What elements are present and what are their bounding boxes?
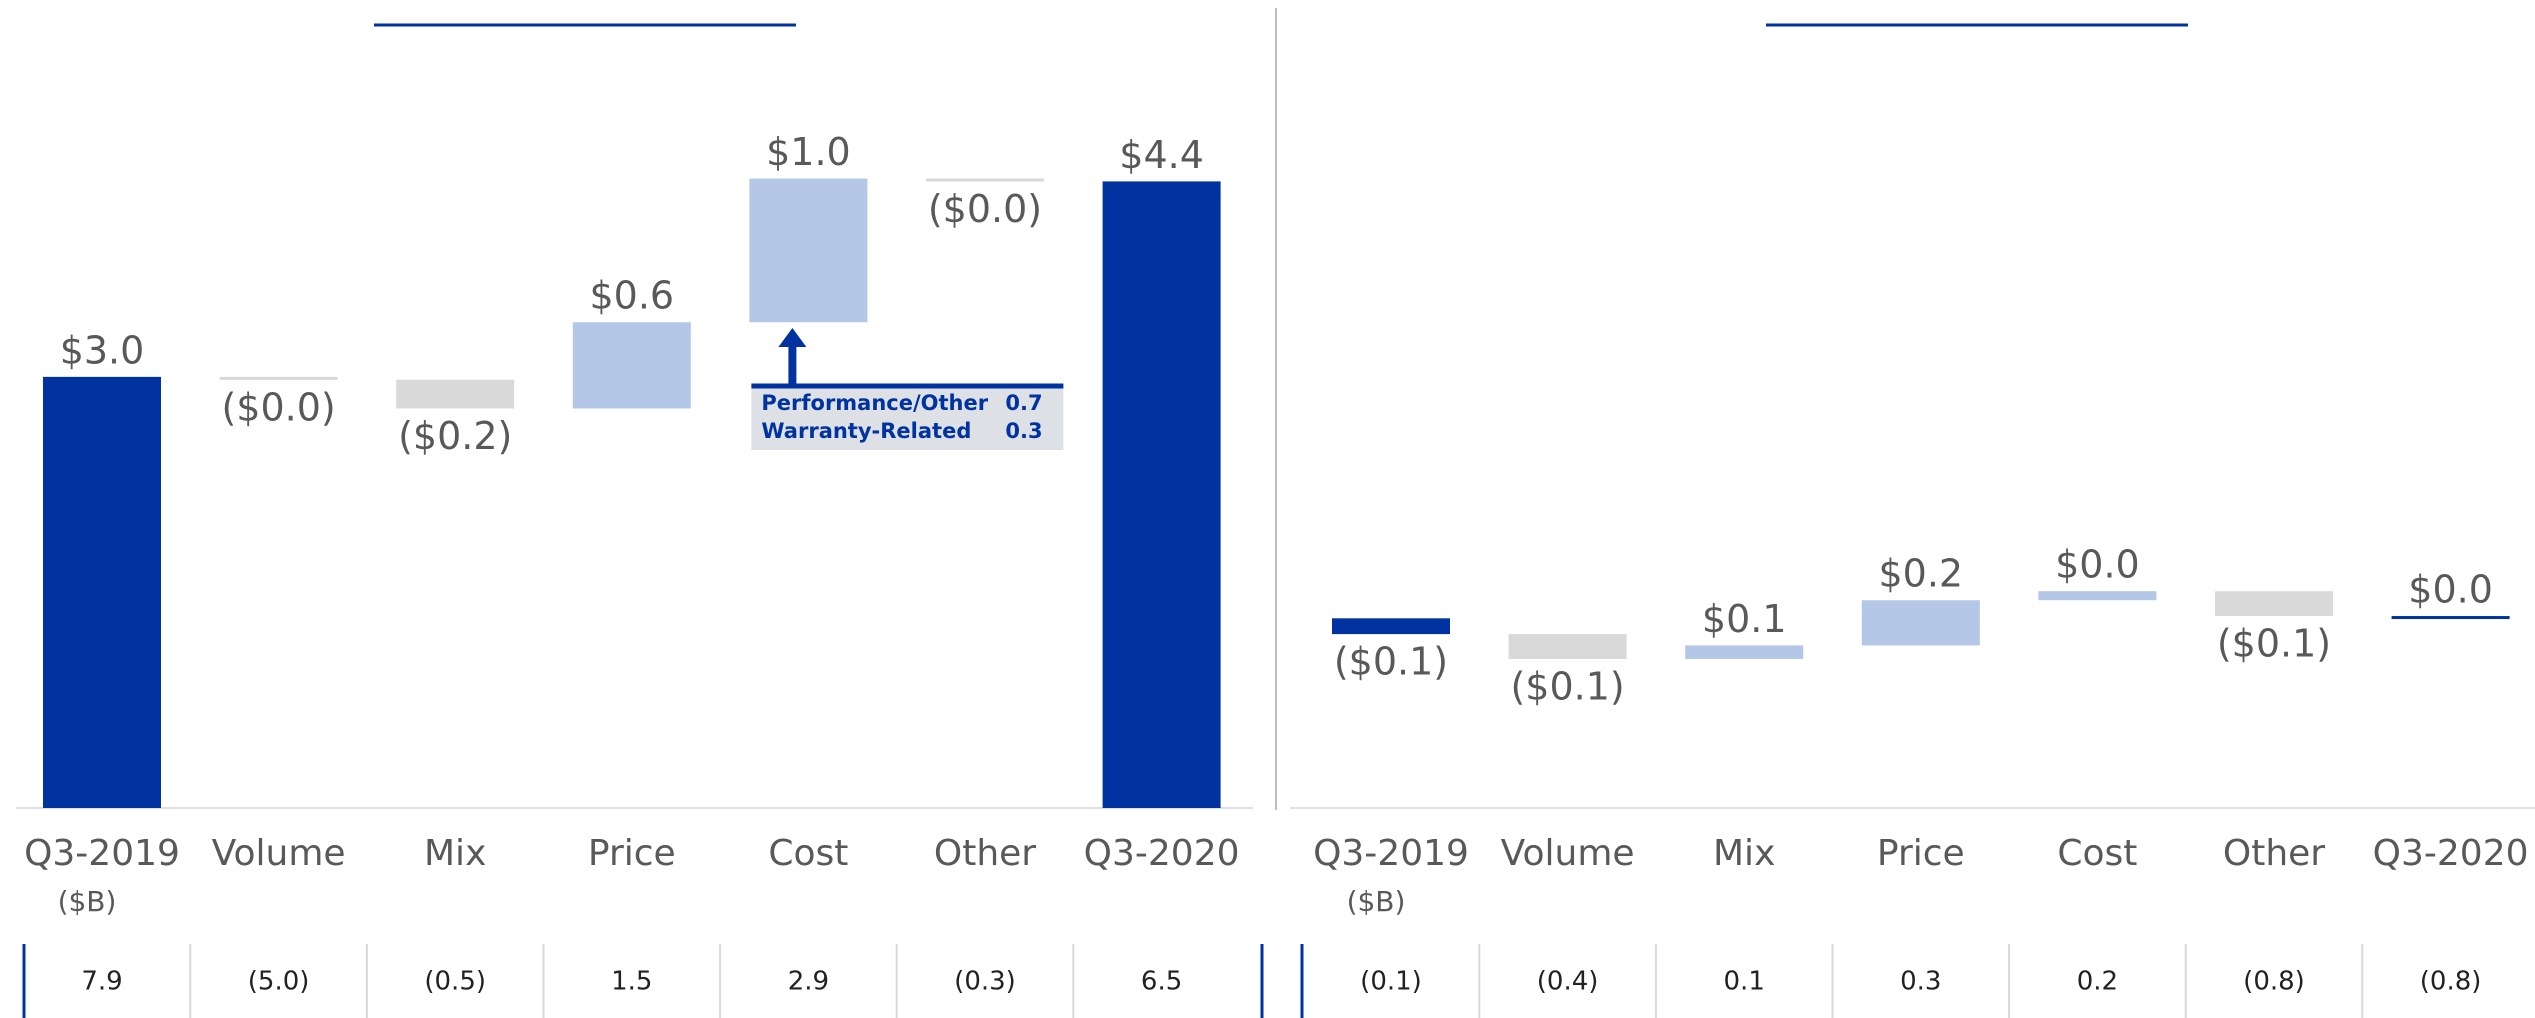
footer-value: 0.3 <box>1900 967 1941 997</box>
value-label: $0.6 <box>589 274 674 318</box>
footer-value: (0.3) <box>954 967 1016 997</box>
x-tick-label: Mix <box>424 833 486 874</box>
value-label: $4.4 <box>1119 133 1204 177</box>
bar <box>219 376 338 380</box>
footer-value: (0.8) <box>2243 967 2305 997</box>
callout-label: Warranty-Related <box>761 419 971 443</box>
x-tick-label: Q3-2019 <box>1313 833 1469 874</box>
x-tick-label: Q3-2019 <box>24 833 180 874</box>
bar <box>43 376 161 808</box>
bar <box>2391 616 2510 620</box>
x-tick-label: Other <box>934 833 1036 874</box>
footer-value: 2.9 <box>788 967 829 997</box>
value-label: $0.0 <box>2055 543 2140 587</box>
footer-value: 7.9 <box>81 967 122 997</box>
bar <box>1508 634 1627 659</box>
callout-value: 0.3 <box>1005 419 1042 443</box>
callout-value: 0.7 <box>1005 391 1042 415</box>
footer-value: (0.1) <box>1360 967 1422 997</box>
x-tick-label: Cost <box>768 833 848 874</box>
x-tick-label: Price <box>588 833 676 874</box>
x-tick-label: Volume <box>1501 833 1635 874</box>
x-tick-label: Q3-2020 <box>2373 833 2529 874</box>
value-label: ($0.0) <box>221 385 335 429</box>
value-label: ($0.1) <box>1334 640 1448 684</box>
callout-label: Performance/Other <box>761 391 988 415</box>
value-label: $0.0 <box>2408 568 2493 612</box>
value-label: $0.2 <box>1878 552 1963 596</box>
footer-value: (0.4) <box>1537 967 1599 997</box>
x-tick-label: Mix <box>1713 833 1775 874</box>
footer-value: (0.5) <box>424 967 486 997</box>
value-label: $3.0 <box>60 328 145 372</box>
bar <box>1861 600 1980 646</box>
x-tick-label: Volume <box>212 833 346 874</box>
footer-value: 6.5 <box>1141 967 1182 997</box>
bar <box>2038 591 2157 601</box>
value-label: ($0.2) <box>398 414 512 458</box>
callout-box <box>751 385 1064 450</box>
footer-value: 1.5 <box>611 967 652 997</box>
unit-note: ($B) <box>1347 885 1406 918</box>
callout-arrowhead <box>778 328 807 347</box>
value-label: ($0.1) <box>1510 664 1624 708</box>
footer-value: 0.2 <box>2077 967 2118 997</box>
bar <box>1685 645 1804 659</box>
value-label: $0.1 <box>1702 597 1787 641</box>
x-tick-label: Other <box>2223 833 2325 874</box>
bar <box>2215 591 2333 617</box>
footer-value: (0.8) <box>2420 967 2482 997</box>
footer-value: (5.0) <box>248 967 310 997</box>
unit-note: ($B) <box>58 885 117 918</box>
bar <box>572 322 691 409</box>
bar <box>1332 618 1450 635</box>
value-label: ($0.1) <box>2217 622 2331 666</box>
bar <box>396 379 515 409</box>
bar <box>926 178 1044 182</box>
footer-value: 0.1 <box>1724 967 1765 997</box>
bar <box>1102 181 1221 808</box>
x-tick-label: Price <box>1877 833 1965 874</box>
value-label: $1.0 <box>766 130 851 174</box>
bar <box>749 178 868 323</box>
value-label: ($0.0) <box>928 187 1042 231</box>
x-tick-label: Q3-2020 <box>1084 833 1240 874</box>
x-tick-label: Cost <box>2057 833 2137 874</box>
